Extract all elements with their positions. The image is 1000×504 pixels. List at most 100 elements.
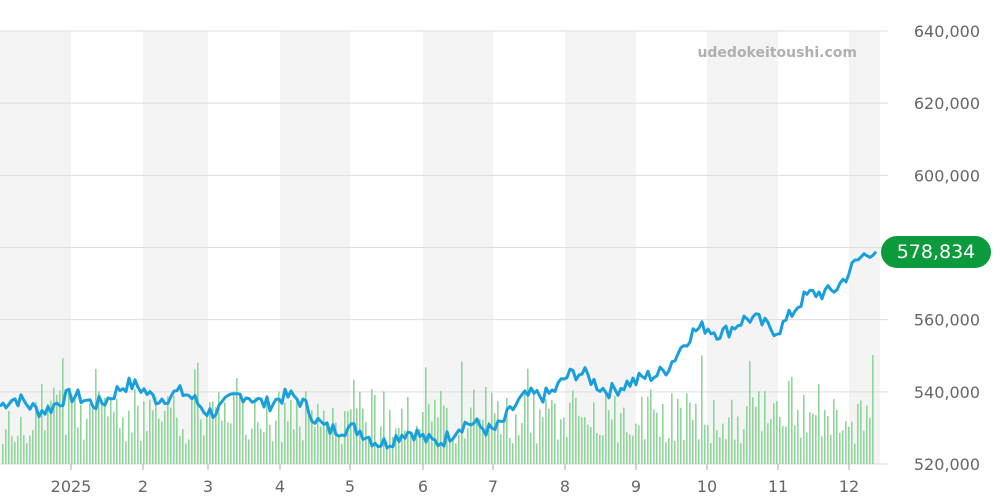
volume-bar xyxy=(470,407,472,464)
volume-bar xyxy=(203,435,205,464)
volume-bar xyxy=(62,358,64,464)
volume-bar xyxy=(716,430,718,464)
volume-bar xyxy=(416,425,418,464)
volume-bar xyxy=(515,414,517,464)
volume-bar xyxy=(797,410,799,464)
volume-bar xyxy=(860,400,862,464)
volume-bar xyxy=(161,421,163,464)
volume-bar xyxy=(332,407,334,464)
volume-bar xyxy=(266,402,268,464)
volume-bar xyxy=(455,443,457,464)
volume-bar xyxy=(314,426,316,464)
volume-bar xyxy=(845,421,847,464)
volume-bar xyxy=(8,411,10,464)
volume-bar xyxy=(863,430,865,464)
volume-bar xyxy=(137,405,139,464)
volume-bar xyxy=(872,355,874,464)
volume-bar xyxy=(131,432,133,464)
volume-bar xyxy=(191,399,193,464)
x-tick-label: 2 xyxy=(138,477,148,496)
volume-bar xyxy=(836,409,838,464)
volume-bar xyxy=(740,443,742,464)
volume-bar xyxy=(536,443,538,464)
volume-bar xyxy=(575,397,577,464)
volume-bar xyxy=(785,426,787,464)
volume-bar xyxy=(827,415,829,464)
volume-bar xyxy=(602,435,604,464)
volume-bar xyxy=(674,441,676,464)
volume-bar xyxy=(278,391,280,464)
x-tick-label: 12 xyxy=(839,477,859,496)
volume-bar xyxy=(818,384,820,464)
volume-bar xyxy=(572,390,574,464)
volume-bar xyxy=(143,401,145,464)
y-tick-label: 540,000 xyxy=(914,383,980,402)
volume-bar xyxy=(821,436,823,464)
volume-bar xyxy=(392,437,394,464)
volume-bar xyxy=(815,415,817,464)
volume-bar xyxy=(26,443,28,464)
volume-bar xyxy=(251,428,253,464)
volume-bar xyxy=(506,397,508,464)
volume-bar xyxy=(806,432,808,464)
volume-bar xyxy=(566,437,568,464)
y-tick-label: 560,000 xyxy=(914,311,980,330)
volume-bar xyxy=(365,421,367,464)
volume-bar xyxy=(443,405,445,464)
volume-bar xyxy=(449,439,451,464)
volume-bar xyxy=(584,417,586,464)
volume-bar xyxy=(503,420,505,464)
volume-bar xyxy=(224,402,226,464)
volume-bar xyxy=(758,391,760,464)
volume-bar xyxy=(176,417,178,464)
volume-bar xyxy=(452,439,454,464)
volume-bar xyxy=(869,417,871,464)
volume-bar xyxy=(140,441,142,464)
volume-bar xyxy=(647,396,649,464)
volume-bar xyxy=(791,376,793,464)
volume-bar xyxy=(200,419,202,464)
x-tick-label: 10 xyxy=(697,477,717,496)
volume-bar xyxy=(128,410,130,464)
volume-bar xyxy=(116,398,118,464)
volume-bar xyxy=(707,425,709,464)
volume-bar xyxy=(308,413,310,464)
volume-bar xyxy=(737,416,739,464)
volume-bar xyxy=(233,391,235,464)
volume-bar xyxy=(152,410,154,464)
volume-bar xyxy=(590,426,592,464)
volume-bar xyxy=(371,389,373,464)
volume-bar xyxy=(257,422,259,464)
volume-bar xyxy=(557,439,559,464)
volume-bar xyxy=(542,417,544,464)
volume-bar xyxy=(146,431,148,464)
volume-bar xyxy=(548,408,550,464)
volume-bar xyxy=(230,423,232,464)
volume-bar xyxy=(56,394,58,464)
volume-bar xyxy=(167,396,169,464)
volume-bar xyxy=(407,396,409,464)
volume-bar xyxy=(317,403,319,464)
volume-bar xyxy=(227,422,229,464)
volume-bar xyxy=(2,443,4,464)
volume-bar xyxy=(518,435,520,464)
volume-bar xyxy=(683,440,685,464)
volume-bar xyxy=(668,438,670,464)
volume-bar xyxy=(350,409,352,464)
volume-bar xyxy=(410,434,412,464)
volume-bar xyxy=(50,400,52,464)
volume-bar xyxy=(383,391,385,464)
volume-bar xyxy=(596,432,598,464)
volume-bar xyxy=(221,420,223,464)
volume-bar xyxy=(671,393,673,464)
volume-bar xyxy=(398,427,400,464)
volume-bar xyxy=(551,400,553,464)
volume-bar xyxy=(626,432,628,464)
volume-bar xyxy=(68,391,70,464)
volume-bar xyxy=(725,439,727,464)
volume-bar xyxy=(92,404,94,464)
volume-bar xyxy=(641,396,643,464)
volume-bar xyxy=(509,437,511,464)
x-tick-label: 2025 xyxy=(51,477,92,496)
volume-bar xyxy=(719,437,721,464)
